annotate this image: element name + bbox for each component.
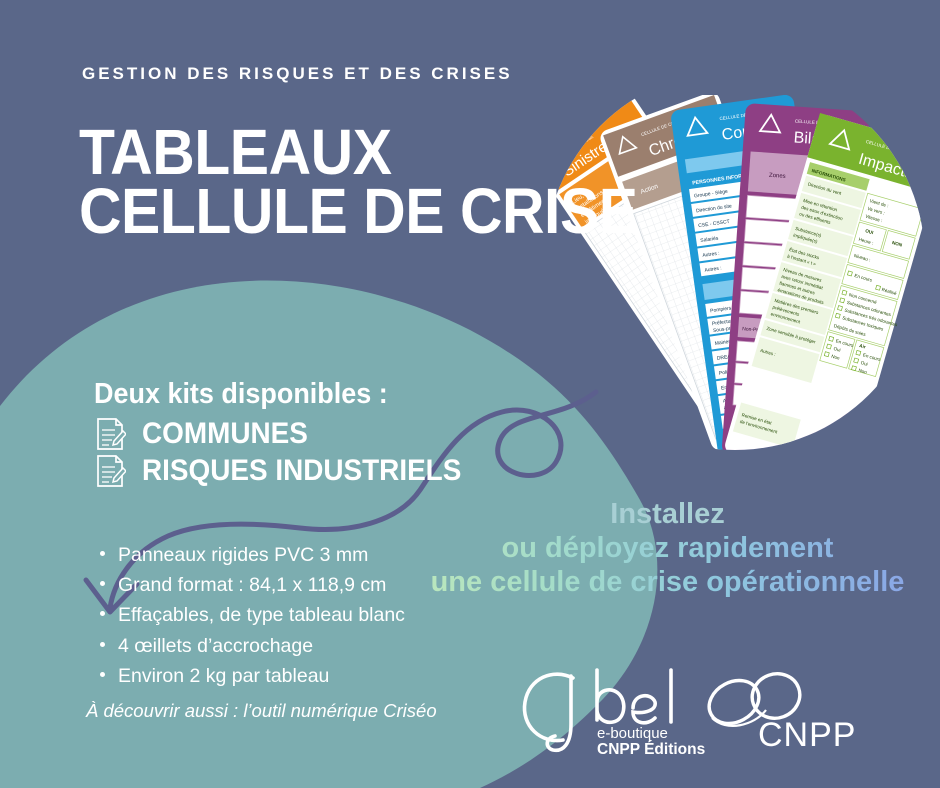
svg-text:Vitesse :: Vitesse : xyxy=(865,214,883,224)
svg-text:Préfecture /: Préfecture / xyxy=(712,318,739,328)
svg-text:En cours: En cours xyxy=(854,273,873,283)
list-item: Panneaux rigides PVC 3 mm xyxy=(96,540,405,570)
kit-label-risques-industriels: RISQUES INDUSTRIELS xyxy=(142,454,462,487)
svg-text:Air: Air xyxy=(859,343,867,350)
tagline-line-1: Installez xyxy=(610,498,725,530)
svg-text:CELLULE DE CRISE: CELLULE DE CRISE xyxy=(795,118,838,126)
svg-text:Non: Non xyxy=(858,368,868,375)
svg-text:Salariés: Salariés xyxy=(700,235,719,244)
svg-text:Autres :: Autres : xyxy=(704,265,722,273)
svg-text:Non: Non xyxy=(831,354,841,361)
kit-item-communes: COMMUNES xyxy=(96,417,320,451)
tagline-line-3: une cellule de crise opérationnelle xyxy=(430,565,905,598)
teal-blob xyxy=(0,280,658,788)
svg-text:Heure :: Heure : xyxy=(858,237,874,246)
svg-text:Pompiers / Samu: Pompiers / Samu xyxy=(710,303,749,314)
infinity-icon xyxy=(707,672,802,727)
svg-text:CSE - CSSCT: CSE - CSSCT xyxy=(698,219,730,229)
eyebrow-text: GESTION DES RISQUES ET DES CRISES xyxy=(82,64,513,83)
kit-item-risques-industriels: RISQUES INDUSTRIELS xyxy=(96,454,485,488)
svg-text:OUI: OUI xyxy=(865,228,874,235)
svg-text:Direction du site: Direction du site xyxy=(696,203,733,214)
svg-text:Vient de :: Vient de : xyxy=(869,198,889,208)
list-item: Effaçables, de type tableau blanc xyxy=(96,600,405,630)
svg-text:Zones: Zones xyxy=(769,173,786,180)
document-pencil-icon xyxy=(97,455,126,487)
list-item: 4 œillets d’accrochage xyxy=(96,631,405,661)
svg-text:Autres :: Autres : xyxy=(702,251,720,259)
footnote-text: À découvrir aussi : l’outil numérique Cr… xyxy=(86,700,437,721)
cybel-logo[interactable]: e-boutique CNPP Éditions xyxy=(515,662,705,757)
title-line-1: TABLEAUX xyxy=(79,116,392,188)
tagline-line-2: ou déployez rapidement xyxy=(430,532,905,566)
svg-text:Réalisé: Réalisé xyxy=(881,287,898,296)
document-pencil-icon xyxy=(97,418,126,450)
kits-title: Deux kits disponibles : xyxy=(94,378,388,410)
svg-text:NON: NON xyxy=(891,240,903,248)
cnpp-logo[interactable]: CNPP xyxy=(700,668,860,758)
cybel-sub-1: e-boutique xyxy=(597,725,668,742)
panel-impacts-env: CELLULE DE CRISE Impacts env INFORMATION… xyxy=(725,113,925,450)
feature-list: Panneaux rigides PVC 3 mm Grand format :… xyxy=(96,540,405,691)
svg-text:Niveau :: Niveau : xyxy=(853,253,871,262)
tagline: Installez ou déployez rapidement une cel… xyxy=(430,498,905,600)
svg-text:impliquée(s): impliquée(s) xyxy=(793,232,819,244)
list-item: Grand format : 84,1 x 118,9 cm xyxy=(96,570,405,600)
svg-text:Va vers :: Va vers : xyxy=(867,206,885,216)
svg-text:CELLULE DE CRISE: CELLULE DE CRISE xyxy=(719,110,762,121)
svg-text:Oui: Oui xyxy=(833,346,841,353)
svg-text:Autres :: Autres : xyxy=(760,348,777,357)
panel-fan: CELLULE DE CRISE Sinistre Lieu, installa… xyxy=(545,95,925,450)
svg-text:En cours: En cours xyxy=(862,352,881,362)
title-line-2: CELLULE DE CRISE xyxy=(79,174,638,247)
svg-text:Oui: Oui xyxy=(860,360,868,367)
list-item: Environ 2 kg par tableau xyxy=(96,661,405,691)
svg-text:Groupe - Siège: Groupe - Siège xyxy=(694,189,729,200)
page-title: TABLEAUX CELLULE DE CRISE xyxy=(79,120,638,247)
kit-label-communes: COMMUNES xyxy=(142,417,308,450)
cybel-sub-2: CNPP Éditions xyxy=(597,741,705,757)
svg-text:En cours: En cours xyxy=(835,338,854,348)
cnpp-wordmark: CNPP xyxy=(758,716,856,754)
